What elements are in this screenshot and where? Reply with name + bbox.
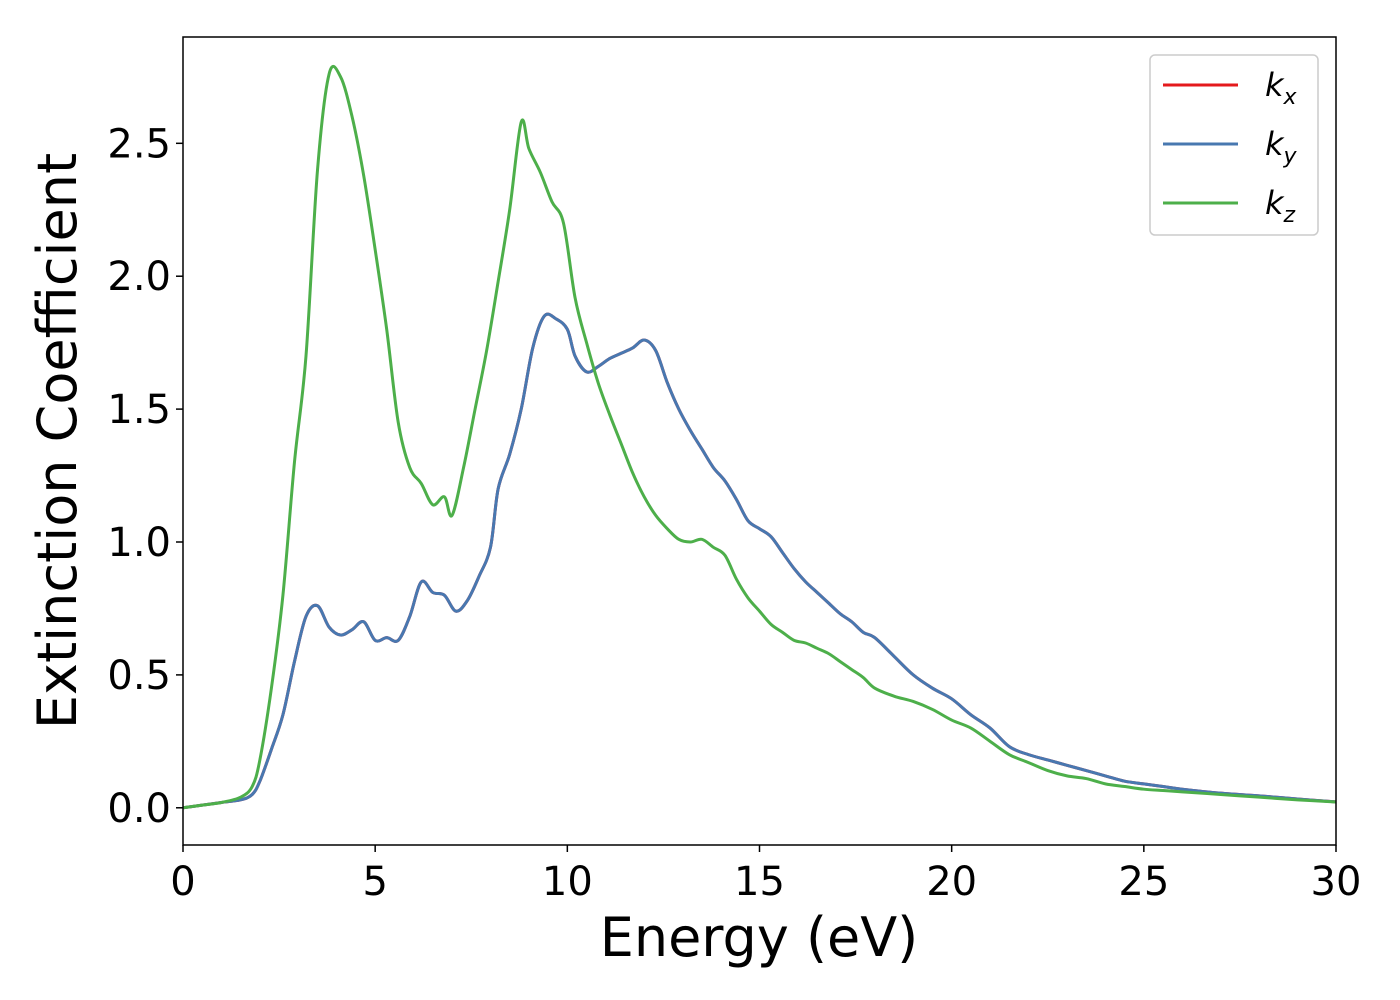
y-tick-label: 2.0	[107, 254, 171, 300]
legend-label-base: k	[1265, 66, 1285, 104]
x-axis-title: Energy (eV)	[600, 906, 919, 969]
y-tick-label: 2.5	[107, 121, 171, 167]
x-tick-label: 25	[1118, 859, 1169, 905]
legend-label-y: ky	[1265, 125, 1298, 169]
x-tick-label: 10	[542, 859, 593, 905]
legend-label-x: kx	[1265, 66, 1298, 110]
y-tick-label: 1.0	[107, 520, 171, 566]
x-axis-ticks: 0 5 10 15 20 25 30	[170, 845, 1361, 905]
y-axis-ticks: 0.0 0.5 1.0 1.5 2.0 2.5	[107, 121, 183, 832]
x-tick-label: 20	[926, 859, 977, 905]
x-tick-label: 30	[1311, 859, 1362, 905]
legend-label-subscript: y	[1283, 144, 1298, 169]
y-tick-label: 0.5	[107, 653, 171, 699]
y-tick-label: 0.0	[107, 786, 171, 832]
y-tick-label: 1.5	[107, 387, 171, 433]
series-line-z	[183, 64, 1336, 810]
legend-label-base: k	[1265, 184, 1285, 222]
series-line-y	[183, 312, 1336, 810]
series-layer	[183, 64, 1336, 810]
x-tick-label: 5	[362, 859, 387, 905]
legend-label-subscript: z	[1283, 203, 1296, 228]
legend-label-subscript: x	[1283, 85, 1298, 110]
y-axis-title: Extinction Coefficient	[26, 153, 89, 729]
x-tick-label: 0	[170, 859, 195, 905]
x-tick-label: 15	[734, 859, 785, 905]
legend-label-base: k	[1265, 125, 1285, 163]
legend-label-z: kz	[1265, 184, 1296, 228]
